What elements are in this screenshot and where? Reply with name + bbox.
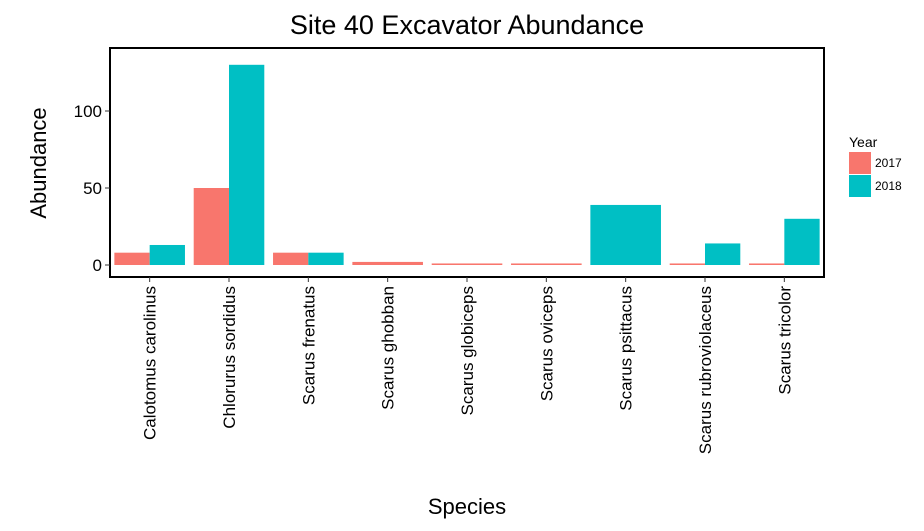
y-tick-label: 0 [93, 256, 102, 275]
bar-2017-scarus-tricolor [749, 263, 785, 265]
bar-2017-scarus-oviceps [511, 263, 582, 265]
y-axis-title: Abundance [26, 107, 51, 218]
bar-2017-scarus-globiceps [431, 263, 503, 265]
bar-2018-scarus-rubroviolaceus [705, 243, 741, 265]
x-tick-label: Scarus frenatus [299, 286, 318, 405]
legend-title: Year [849, 134, 878, 150]
bar-2018-chlorurus-sordidus [229, 64, 265, 265]
bar-2017-scarus-frenatus [273, 252, 309, 265]
x-tick-label: Chlorurus sordidus [220, 286, 239, 429]
bar-2018-scarus-tricolor [784, 218, 820, 265]
bar-2018-calotomus-carolinus [149, 244, 185, 265]
bar-2017-chlorurus-sordidus [193, 188, 229, 265]
y-tick-label: 50 [83, 179, 102, 198]
bar-2018-scarus-frenatus [308, 252, 344, 265]
bars-layer [114, 64, 820, 265]
x-tick-label: Scarus psittacus [617, 286, 636, 411]
y-tick-label: 100 [74, 102, 102, 121]
x-axis-ticks: Calotomus carolinus Chlorurus sordidus Sca… [141, 277, 794, 454]
x-tick-label: Scarus globiceps [458, 286, 477, 415]
x-tick-label: Scarus rubroviolaceus [696, 286, 715, 454]
y-axis-ticks: 0 50 100 [74, 102, 110, 275]
x-axis-title: Species [428, 494, 506, 519]
chart-title: Site 40 Excavator Abundance [290, 10, 644, 40]
bar-2017-scarus-ghobban [352, 261, 423, 265]
bar-2017-scarus-rubroviolaceus [669, 263, 705, 265]
bar-2018-scarus-psittacus [590, 204, 661, 265]
legend: Year 2017 2018 [849, 134, 902, 197]
legend-label-2017: 2017 [875, 156, 902, 170]
legend-key-2017 [849, 152, 871, 174]
bar-2017-calotomus-carolinus [114, 252, 150, 265]
x-tick-label: Scarus ghobban [379, 286, 398, 410]
x-tick-label: Scarus tricolor [775, 286, 794, 395]
legend-label-2018: 2018 [875, 179, 902, 193]
x-tick-label: Scarus oviceps [537, 286, 556, 401]
legend-key-2018 [849, 175, 871, 197]
x-tick-label: Calotomus carolinus [141, 286, 160, 440]
